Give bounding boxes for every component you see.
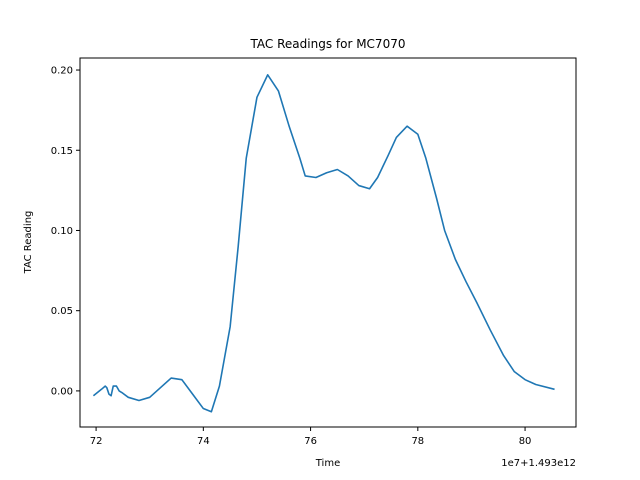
x-tick-label: 72 <box>90 436 103 447</box>
y-tick-label: 0.05 <box>51 306 73 317</box>
y-axis-label: TAC Reading <box>23 211 34 275</box>
plot-frame <box>79 57 577 428</box>
x-tick-label: 78 <box>411 436 424 447</box>
x-tick-label: 80 <box>519 436 532 447</box>
x-tick-label: 74 <box>197 436 210 447</box>
x-tick-label: 76 <box>304 436 317 447</box>
chart-title: TAC Readings for MC7070 <box>250 37 406 51</box>
y-tick-label: 0.20 <box>51 66 73 77</box>
series-line <box>92 74 555 413</box>
y-tick-label: 0.15 <box>51 146 73 157</box>
y-tick-label: 0.00 <box>51 386 73 397</box>
x-offset-label: 1e7+1.493e12 <box>501 458 576 469</box>
y-tick-label: 0.10 <box>51 226 73 237</box>
x-axis-label: Time <box>315 458 340 469</box>
